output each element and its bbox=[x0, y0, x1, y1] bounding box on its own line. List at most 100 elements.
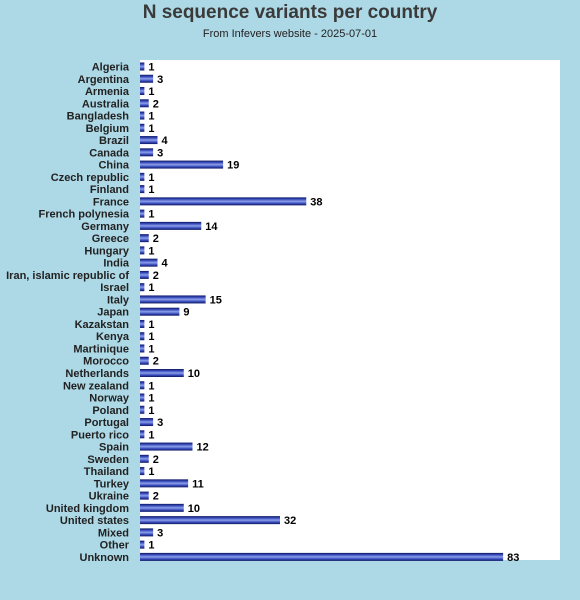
category-label: Kenya bbox=[96, 331, 130, 343]
category-label: Portugal bbox=[84, 417, 129, 429]
value-label: 1 bbox=[148, 172, 154, 184]
bar bbox=[140, 516, 280, 525]
bar bbox=[140, 430, 145, 439]
category-label: Sweden bbox=[87, 454, 129, 466]
bar bbox=[140, 258, 158, 267]
value-label: 1 bbox=[148, 111, 154, 123]
bar bbox=[140, 185, 145, 194]
bar bbox=[140, 491, 149, 500]
category-label: Turkey bbox=[94, 478, 130, 490]
category-label: India bbox=[103, 258, 130, 270]
bar bbox=[140, 467, 145, 476]
value-label: 1 bbox=[148, 466, 154, 478]
bar bbox=[140, 172, 145, 181]
bar bbox=[140, 209, 145, 218]
category-label: Canada bbox=[89, 147, 130, 159]
bar bbox=[140, 197, 307, 206]
bar bbox=[140, 111, 145, 120]
category-label: Germany bbox=[81, 221, 130, 233]
bar bbox=[140, 454, 149, 463]
plot-area bbox=[140, 60, 560, 560]
value-label: 1 bbox=[148, 540, 154, 552]
bar bbox=[140, 332, 145, 341]
category-label: Algeria bbox=[92, 62, 130, 74]
value-label: 1 bbox=[148, 245, 154, 257]
category-label: Norway bbox=[89, 393, 130, 405]
bar bbox=[140, 148, 154, 157]
category-label: New zealand bbox=[63, 380, 129, 392]
category-label: Australia bbox=[82, 98, 130, 110]
category-label: Other bbox=[100, 540, 130, 552]
bar bbox=[140, 87, 145, 96]
bar bbox=[140, 123, 145, 132]
value-label: 1 bbox=[148, 62, 154, 74]
bar bbox=[140, 221, 202, 230]
category-label: Puerto rico bbox=[71, 429, 129, 441]
bar bbox=[140, 418, 154, 427]
value-label: 2 bbox=[153, 454, 159, 466]
value-label: 38 bbox=[310, 196, 322, 208]
category-label: Czech republic bbox=[51, 172, 129, 184]
value-label: 1 bbox=[148, 380, 154, 392]
category-label: Iran, islamic republic of bbox=[6, 270, 129, 282]
bar bbox=[140, 356, 149, 365]
bar bbox=[140, 528, 154, 537]
bar bbox=[140, 62, 145, 71]
category-label: Armenia bbox=[85, 86, 130, 98]
value-label: 2 bbox=[153, 491, 159, 503]
value-label: 2 bbox=[153, 98, 159, 110]
category-label: Japan bbox=[97, 307, 129, 319]
value-label: 4 bbox=[162, 135, 169, 147]
value-label: 1 bbox=[148, 405, 154, 417]
bar bbox=[140, 552, 504, 561]
value-label: 32 bbox=[284, 515, 296, 527]
category-label: Kazakstan bbox=[75, 319, 130, 331]
value-label: 1 bbox=[148, 343, 154, 355]
bar bbox=[140, 74, 154, 83]
category-label: Unknown bbox=[80, 552, 130, 564]
bar bbox=[140, 136, 158, 145]
category-label: Hungary bbox=[84, 245, 130, 257]
value-label: 83 bbox=[507, 552, 519, 564]
bar bbox=[140, 246, 145, 255]
value-label: 1 bbox=[148, 86, 154, 98]
bar bbox=[140, 307, 180, 316]
value-label: 1 bbox=[148, 282, 154, 294]
bar bbox=[140, 283, 145, 292]
bar bbox=[140, 369, 184, 377]
category-label: Belgium bbox=[86, 123, 130, 135]
bar bbox=[140, 381, 145, 390]
bar bbox=[140, 393, 145, 402]
category-label: Poland bbox=[92, 405, 129, 417]
category-label: Mixed bbox=[98, 527, 129, 539]
value-label: 3 bbox=[157, 74, 163, 86]
value-label: 1 bbox=[148, 123, 154, 135]
value-label: 1 bbox=[148, 319, 154, 331]
category-label: Thailand bbox=[84, 466, 129, 478]
value-label: 2 bbox=[153, 270, 159, 282]
chart-subtitle: From Infevers website - 2025-07-01 bbox=[202, 28, 378, 40]
category-label: Israel bbox=[100, 282, 129, 294]
value-label: 11 bbox=[192, 478, 204, 490]
value-label: 1 bbox=[148, 331, 154, 343]
category-label: France bbox=[93, 196, 129, 208]
category-label: China bbox=[98, 160, 129, 172]
category-label: Finland bbox=[90, 184, 129, 196]
value-label: 3 bbox=[157, 417, 163, 429]
value-label: 10 bbox=[188, 503, 200, 515]
value-label: 1 bbox=[148, 184, 154, 196]
bar bbox=[140, 295, 206, 304]
value-label: 4 bbox=[162, 258, 169, 270]
value-label: 1 bbox=[148, 209, 154, 221]
category-label: Greece bbox=[92, 233, 129, 245]
category-label: Bangladesh bbox=[67, 111, 130, 123]
value-label: 2 bbox=[153, 233, 159, 245]
category-label: Netherlands bbox=[65, 368, 129, 380]
value-label: 14 bbox=[205, 221, 218, 233]
value-label: 12 bbox=[197, 442, 209, 454]
category-label: French polynesia bbox=[39, 209, 130, 221]
category-label: Brazil bbox=[99, 135, 129, 147]
value-label: 19 bbox=[227, 160, 239, 172]
value-label: 3 bbox=[157, 527, 163, 539]
